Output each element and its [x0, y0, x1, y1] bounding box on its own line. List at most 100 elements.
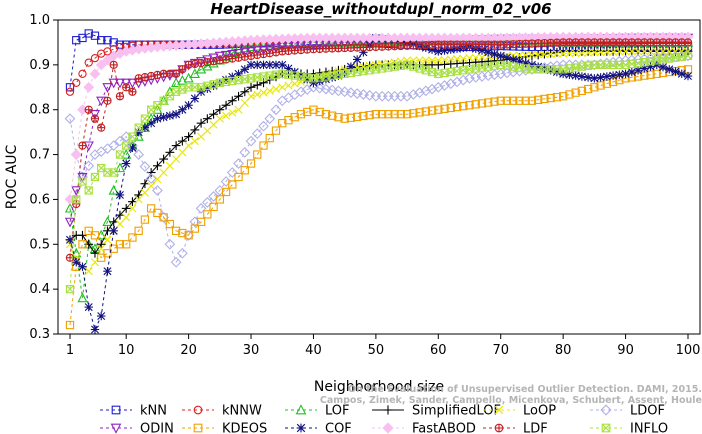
data-point-simplifiedlof [202, 114, 212, 124]
data-point-kdeos [334, 113, 343, 122]
data-point-kdeos [97, 253, 106, 262]
data-point-kdeos [284, 116, 293, 125]
data-point-kdeos [328, 111, 337, 120]
data-point-inflo [65, 284, 75, 294]
data-point-loop [640, 47, 649, 56]
data-point-cof [621, 69, 630, 79]
data-point-kdeos [90, 231, 100, 240]
watermark-line-1: On the Evaluation of Unsupervised Outlie… [348, 384, 702, 395]
legend-label: KDEOS [222, 422, 267, 434]
data-point-kdeos [159, 213, 168, 222]
data-point-odin [202, 55, 213, 66]
data-point-simplifiedlof [121, 204, 131, 213]
legend-item-kdeos: KDEOS [182, 422, 267, 434]
data-point-ldof [176, 247, 188, 259]
data-point-kdeos [452, 102, 462, 112]
data-point-odin [245, 47, 257, 57]
data-point-kdeos [484, 98, 493, 107]
series-line-ldf [69, 41, 688, 258]
data-point-cof [97, 311, 106, 321]
data-point-loop [203, 126, 212, 135]
data-point-kdeos [346, 113, 356, 122]
data-point-ldof [445, 78, 457, 90]
data-point-kdeos [521, 96, 530, 105]
data-point-loop [434, 56, 443, 65]
data-point-loop [178, 148, 187, 157]
data-point-cof [72, 258, 81, 267]
data-point-odin [214, 51, 225, 62]
data-point-odin [83, 141, 94, 152]
x-tick-label: 70 [492, 343, 509, 358]
data-point-kdeos [153, 208, 162, 218]
data-point-cof [477, 46, 487, 55]
data-point-ldof [345, 87, 357, 99]
data-point-kdeos [371, 110, 381, 119]
data-point-kdeos [190, 224, 199, 233]
data-point-kdeos [583, 84, 593, 94]
data-point-kdeos [240, 166, 249, 175]
data-point-kdeos [109, 244, 118, 253]
legend-label: kNN [140, 404, 167, 419]
data-point-kdeos [552, 93, 562, 102]
data-point-lof [177, 74, 188, 85]
data-point-kdeos [203, 210, 212, 219]
data-point-ldof [201, 197, 213, 208]
data-point-ldf [97, 123, 106, 132]
data-point-ldf [128, 87, 137, 96]
y-tick-label: 1.0 [29, 13, 50, 28]
data-point-knn [84, 29, 93, 38]
data-point-fastabod [95, 59, 107, 71]
legend-item-simplifiedlof: SimplifiedLOF [372, 404, 501, 419]
data-point-kdeos [459, 101, 468, 111]
data-point-loop [184, 141, 193, 150]
data-point-ldof [401, 90, 413, 102]
data-point-loop [284, 81, 293, 90]
data-point-ldf [259, 49, 268, 59]
data-point-ldof [495, 68, 507, 80]
series-line-cof [69, 37, 689, 331]
data-point-kdeos [409, 109, 418, 118]
data-point-kdeos [434, 105, 443, 114]
data-point-kdeos [477, 99, 487, 108]
data-point-simplifiedlof [90, 248, 100, 258]
data-point-loop [546, 50, 555, 59]
legend-label: kNNW [222, 404, 262, 419]
legend-label: LoOP [523, 404, 556, 419]
data-point-loop [540, 50, 549, 59]
data-point-kdeos [515, 96, 524, 105]
data-point-cof [490, 49, 499, 59]
data-point-ldof [164, 238, 176, 250]
data-point-inflo [409, 62, 418, 71]
data-point-kdeos [228, 180, 237, 189]
data-point-kdeos [253, 150, 262, 159]
data-point-loop [646, 47, 655, 56]
data-point-loop [471, 53, 480, 62]
data-point-loop [290, 79, 299, 88]
data-point-ldof [457, 74, 469, 86]
y-tick-label: 0.5 [29, 237, 50, 252]
data-point-kdeos [65, 320, 75, 330]
data-point-loop [190, 137, 199, 146]
legend-item-fastabod: FastABOD [372, 422, 476, 434]
data-point-cof [240, 65, 249, 74]
data-point-ldof [195, 203, 207, 214]
legend-item-loop: LoOP [483, 404, 556, 419]
data-point-loop [265, 86, 274, 95]
data-point-knnw [72, 78, 81, 87]
data-point-kdeos [565, 90, 574, 99]
legend-swatch-marker [600, 404, 612, 416]
data-point-inflo [122, 141, 131, 150]
data-point-loop [440, 55, 449, 64]
data-point-kdeos [509, 96, 518, 105]
data-point-kdeos [465, 101, 474, 110]
data-point-ldof [439, 80, 450, 91]
data-point-odin [96, 96, 107, 107]
data-point-ldf [178, 65, 187, 74]
data-point-kdeos [396, 110, 405, 119]
series-line-simplifiedlof [69, 50, 688, 255]
data-point-cof [171, 110, 181, 119]
data-point-ldof [326, 84, 338, 96]
data-point-kdeos [390, 110, 399, 119]
data-point-cof [84, 302, 93, 312]
legend-label: FastABOD [412, 422, 476, 434]
